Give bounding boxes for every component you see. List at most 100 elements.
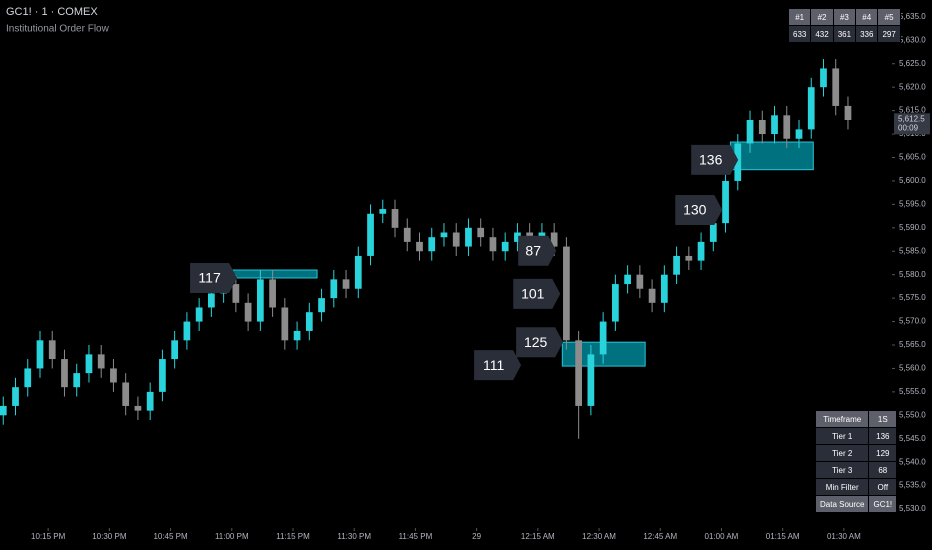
setting-value: 129 [868, 444, 898, 462]
x-tick-label: 11:15 PM [276, 532, 310, 541]
setting-value: 1S [868, 410, 898, 428]
y-tick-label: 5,590.0 [899, 223, 926, 232]
setting-name: Tier 1 [814, 427, 870, 445]
flow-bubble [190, 262, 238, 293]
candle-body [771, 115, 778, 135]
y-tick-label: 5,615.0 [899, 106, 926, 115]
candle-body [122, 382, 130, 406]
candle-body [673, 255, 680, 275]
candle-body [232, 284, 240, 303]
settings-row: Tier 3 68 [814, 461, 898, 479]
rank-table: #1 #2 #3 #4 #5 633 432 361 336 297 [787, 8, 901, 43]
candle-body [538, 232, 546, 238]
x-tick-label: 01:00 AM [705, 532, 739, 541]
candle-body [501, 241, 509, 252]
setting-name: Min Filter [814, 478, 870, 496]
countdown: 00:09 [898, 123, 919, 132]
y-tick-label: 5,625.0 [899, 59, 926, 68]
candle-body [305, 312, 313, 331]
candle-body [379, 209, 387, 214]
rank-value: 361 [832, 25, 857, 43]
candle-body [24, 368, 32, 388]
candle-body [183, 321, 191, 341]
rank-header: #3 [832, 8, 857, 26]
order-zone [232, 269, 318, 279]
order-zone [729, 141, 814, 171]
candle-body [146, 391, 154, 411]
y-tick-label: 5,565.0 [899, 340, 926, 349]
setting-value: 68 [868, 461, 898, 479]
candle-body [820, 68, 827, 88]
y-tick-label: 5,575.0 [899, 293, 926, 302]
candle-body [110, 368, 117, 383]
candle-body [452, 232, 460, 247]
rank-header: #5 [877, 8, 901, 26]
rank-value: 297 [877, 25, 901, 43]
setting-value: GC1! [868, 495, 898, 513]
candle-body [428, 237, 436, 252]
y-tick-label: 5,545.0 [899, 434, 926, 443]
settings-row: Tier 1 136 [814, 427, 898, 445]
setting-value: Off [868, 478, 898, 496]
flow-label: 101 [521, 286, 545, 302]
candle-body [293, 330, 301, 341]
y-tick-label: 5,635.0 [899, 12, 926, 21]
flow-label: 117 [198, 270, 221, 286]
y-tick-label: 5,555.0 [899, 387, 926, 396]
rank-header: #2 [810, 8, 834, 26]
flow-bubble [675, 195, 723, 225]
candle-body [489, 237, 497, 252]
y-tick-label: 5,580.0 [899, 270, 926, 279]
y-tick-label: 5,630.0 [899, 35, 926, 44]
y-tick-label: 5,620.0 [899, 82, 926, 91]
rank-value: 336 [855, 25, 879, 43]
candle-body [697, 241, 705, 261]
candle-body [550, 232, 558, 247]
flow-label: 130 [683, 202, 707, 218]
price-tag-label: 5,612.5 [898, 114, 925, 123]
x-tick-label: 10:45 PM [153, 532, 188, 541]
candle-body [318, 298, 325, 313]
settings-row: Min Filter Off [814, 478, 898, 496]
x-tick-label: 10:15 PM [31, 532, 66, 541]
candle-body [709, 223, 717, 242]
x-tick-label: 11:45 PM [399, 532, 433, 541]
x-tick-label: 11:00 PM [215, 532, 249, 541]
candle-body [195, 307, 203, 322]
candle-body [599, 321, 607, 355]
flow-bubble [518, 235, 557, 266]
y-tick-label: 5,605.0 [899, 153, 926, 162]
chart-title: GC1! · 1 · COMEX [6, 6, 98, 18]
candle-body [12, 387, 19, 406]
rank-header: #1 [787, 8, 812, 26]
y-tick-label: 5,535.0 [899, 481, 926, 490]
flow-label: 111 [483, 357, 504, 373]
candle-body [440, 232, 448, 238]
candle-body [526, 232, 534, 238]
candle-body [746, 120, 754, 144]
flow-bubble [513, 278, 561, 309]
chart-subtitle: Institutional Order Flow [6, 24, 110, 35]
candle-body [97, 354, 105, 369]
candle-body [48, 340, 56, 360]
candle-body [514, 232, 521, 242]
candle-body [0, 405, 7, 416]
candle-body [354, 255, 362, 289]
candle-body [403, 227, 411, 242]
settings-table: Timeframe 1S Tier 1 136 Tier 2 129 Tier 3 68 Min… [814, 410, 898, 513]
candle-body [159, 359, 166, 392]
settings-row: Data Source GC1! [814, 495, 898, 513]
x-tick-label: 10:30 PM [92, 532, 127, 541]
settings-row: Tier 2 129 [814, 444, 898, 462]
y-tick-label: 5,570.0 [899, 317, 926, 326]
x-tick-label: 11:30 PM [337, 532, 371, 541]
flow-bubble [691, 144, 739, 175]
candle-body [807, 87, 815, 130]
candle-body [636, 274, 644, 289]
candle-body [477, 227, 485, 238]
x-tick-label: 12:45 AM [643, 532, 677, 541]
candle-body [171, 340, 179, 360]
x-tick-label: 01:15 AM [766, 532, 800, 541]
settings-row: Timeframe 1S [814, 410, 898, 428]
